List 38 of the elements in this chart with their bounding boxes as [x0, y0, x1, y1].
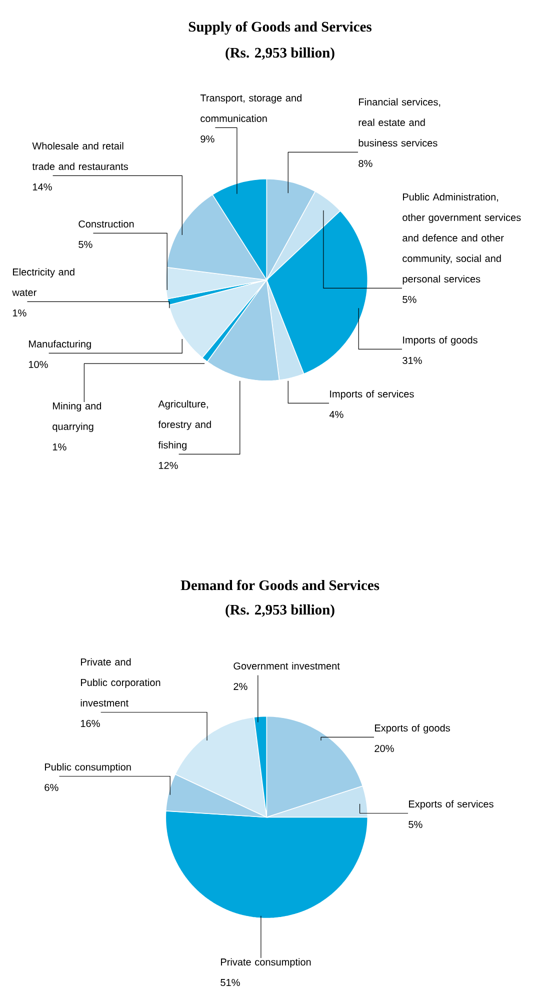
data-label: 5%: [402, 296, 416, 304]
chart-subtitle: (Rs. 2,953 billion): [226, 47, 334, 61]
data-label: 5%: [78, 240, 92, 248]
slice-label: Construction: [78, 220, 134, 228]
slice-label: Public consumption: [45, 763, 131, 773]
slice-label: Electricity and water: [12, 268, 74, 296]
chart-title: Demand for Goods and Services: [180, 580, 380, 590]
slice-label: Exports of services: [409, 800, 494, 810]
data-label: 14%: [32, 183, 52, 190]
data-label: 51%: [220, 978, 240, 986]
data-label: 12%: [158, 462, 178, 469]
data-label: 1%: [52, 443, 66, 450]
data-label: 9%: [200, 135, 214, 143]
category-label: Public Administration, other government services and defence and other community, social and personal services: [402, 193, 521, 285]
category-label: Financial services, real estate and business services: [358, 98, 440, 147]
slice-label: Transport, storage and communication: [200, 94, 302, 122]
slice-label: Private consumption: [221, 958, 311, 968]
slice-label: Manufacturing: [29, 340, 91, 350]
slice-label: Mining and quarrying: [52, 402, 102, 432]
data-label: 8%: [358, 160, 372, 168]
slice-label: Agriculture, forestry and fishing: [158, 400, 211, 451]
data-label: 20%: [374, 744, 394, 752]
category-label: Private and Public corporation investment: [80, 658, 160, 707]
slice-label: Imports of goods: [403, 336, 478, 346]
data-label: 1%: [12, 309, 26, 316]
slice-label: Government investment: [234, 662, 340, 670]
data-label: 31%: [402, 356, 422, 364]
data-label: 6%: [44, 784, 58, 792]
slice-label: Exports of goods: [375, 724, 450, 734]
data-label: 2%: [234, 682, 248, 690]
data-label: 4%: [329, 410, 344, 418]
category-label: Wholesale and retail trade and restaurants: [32, 142, 128, 170]
chart-subtitle: (Rs. 2,953 billion): [226, 604, 334, 618]
data-label: 10%: [28, 360, 48, 368]
data-label: 16%: [80, 720, 100, 728]
slice-label: Imports of services: [330, 390, 414, 400]
data-label: 5%: [408, 820, 422, 828]
chart-title: Supply of Goods and Services: [188, 21, 372, 35]
